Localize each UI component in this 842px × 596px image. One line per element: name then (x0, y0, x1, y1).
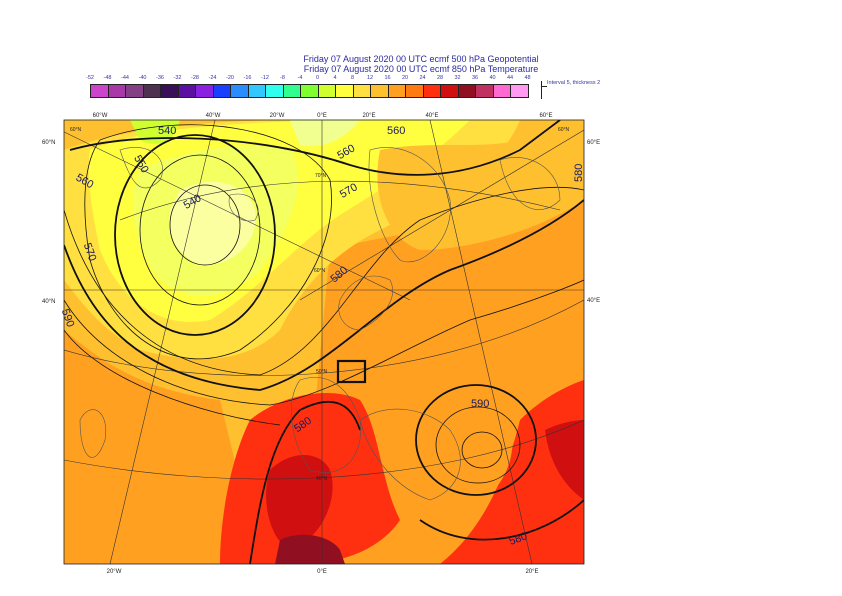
legend-tick-label: -48 (103, 75, 112, 81)
lat-label: 40°E (587, 298, 600, 304)
legend-tick-label: 4 (333, 75, 337, 81)
grid-label: 70°N (315, 173, 327, 179)
legend-tick-label: 24 (419, 75, 426, 81)
map-frame (63, 119, 585, 565)
latitude-labels: 60°N 40°N 60°E 40°E (42, 140, 600, 305)
isohypse-label: 580 (508, 530, 529, 548)
isohypse-label: 570 (81, 241, 99, 262)
legend-tick-label: -4 (297, 75, 303, 81)
isohypse-label: 590 (471, 398, 489, 410)
grid-label: 40°N (316, 476, 328, 482)
legend-tick-label: 16 (384, 75, 391, 81)
legend-tick-label: -36 (156, 75, 164, 81)
legend-tick-label: 40 (489, 75, 496, 81)
area-of-interest-box (336, 359, 367, 384)
legend-tick-label: 44 (506, 75, 514, 81)
legend-tick-label: -44 (121, 75, 129, 81)
legend-tick-label: -40 (138, 75, 147, 81)
legend-tick-label: -16 (243, 75, 252, 81)
legend-tick-label: 48 (524, 75, 531, 81)
grid-label: 50°N (316, 369, 328, 375)
longitude-labels-bottom: 20°W 0°E 20°E (107, 569, 539, 575)
lon-label: 60°W (93, 113, 108, 119)
legend-tick-label: 32 (454, 75, 461, 81)
geopotential-isohypses (64, 120, 584, 564)
isohypse-label: 560 (387, 125, 405, 137)
grid-labels: 60°N 70°N 60°N 50°N 40°N 60°N (70, 127, 570, 482)
isohypse-label: 540 (158, 125, 176, 137)
map-title-line-1: Friday 07 August 2020 00 UTC ecmf 500 hP… (303, 54, 539, 64)
legend-tick-label: -24 (208, 75, 217, 81)
legend-tick-label: -52 (86, 75, 94, 81)
legend-tick-label: 36 (471, 75, 479, 81)
legend-interval-note: Interval 5, thickness 2 (547, 80, 601, 86)
lat-label: 60°E (587, 140, 600, 146)
lon-label: 20°W (270, 113, 285, 119)
longitude-labels-top: 60°W 40°W 20°W 0°E 20°E 40°E 60°E (93, 113, 553, 119)
legend-tick-label: 12 (366, 75, 374, 81)
coastlines (79, 147, 561, 501)
lon-label: 20°W (107, 569, 122, 575)
isohypse-label: 580 (573, 164, 585, 182)
lon-label: 40°W (206, 113, 221, 119)
temperature-field (64, 120, 584, 564)
legend-tick-label: 20 (401, 75, 409, 81)
legend-tick-label: -20 (226, 75, 234, 81)
legend-tick-label: -32 (173, 75, 182, 81)
legend-tick-label: -28 (191, 75, 199, 81)
lat-label: 60°N (42, 140, 55, 146)
grid-label: 60°N (314, 268, 326, 274)
isohypse-label: 590 (59, 307, 77, 328)
lon-label: 60°E (539, 113, 552, 119)
legend-contour-sample-tick (541, 86, 547, 87)
legend-contour-sample (541, 81, 542, 99)
legend-tick-label: -8 (280, 75, 285, 81)
grid-label: 60°N (558, 127, 570, 133)
lon-label: 20°E (362, 113, 375, 119)
lon-label: 40°E (425, 113, 438, 119)
legend-color-swatch (510, 84, 529, 98)
lon-label: 0°E (317, 113, 327, 119)
map-title-line-2: Friday 07 August 2020 00 UTC ecmf 850 hP… (303, 64, 539, 74)
lon-label: 20°E (525, 569, 538, 575)
legend-tick-label: 28 (436, 75, 444, 81)
graticule (64, 120, 584, 564)
lon-label: 0°E (317, 569, 327, 575)
lat-label: 40°N (42, 299, 55, 305)
legend-tick-label: 0 (315, 75, 320, 81)
grid-label: 60°N (70, 127, 82, 133)
legend-tick-label: 8 (350, 75, 355, 81)
legend-tick-label: -12 (261, 75, 269, 81)
